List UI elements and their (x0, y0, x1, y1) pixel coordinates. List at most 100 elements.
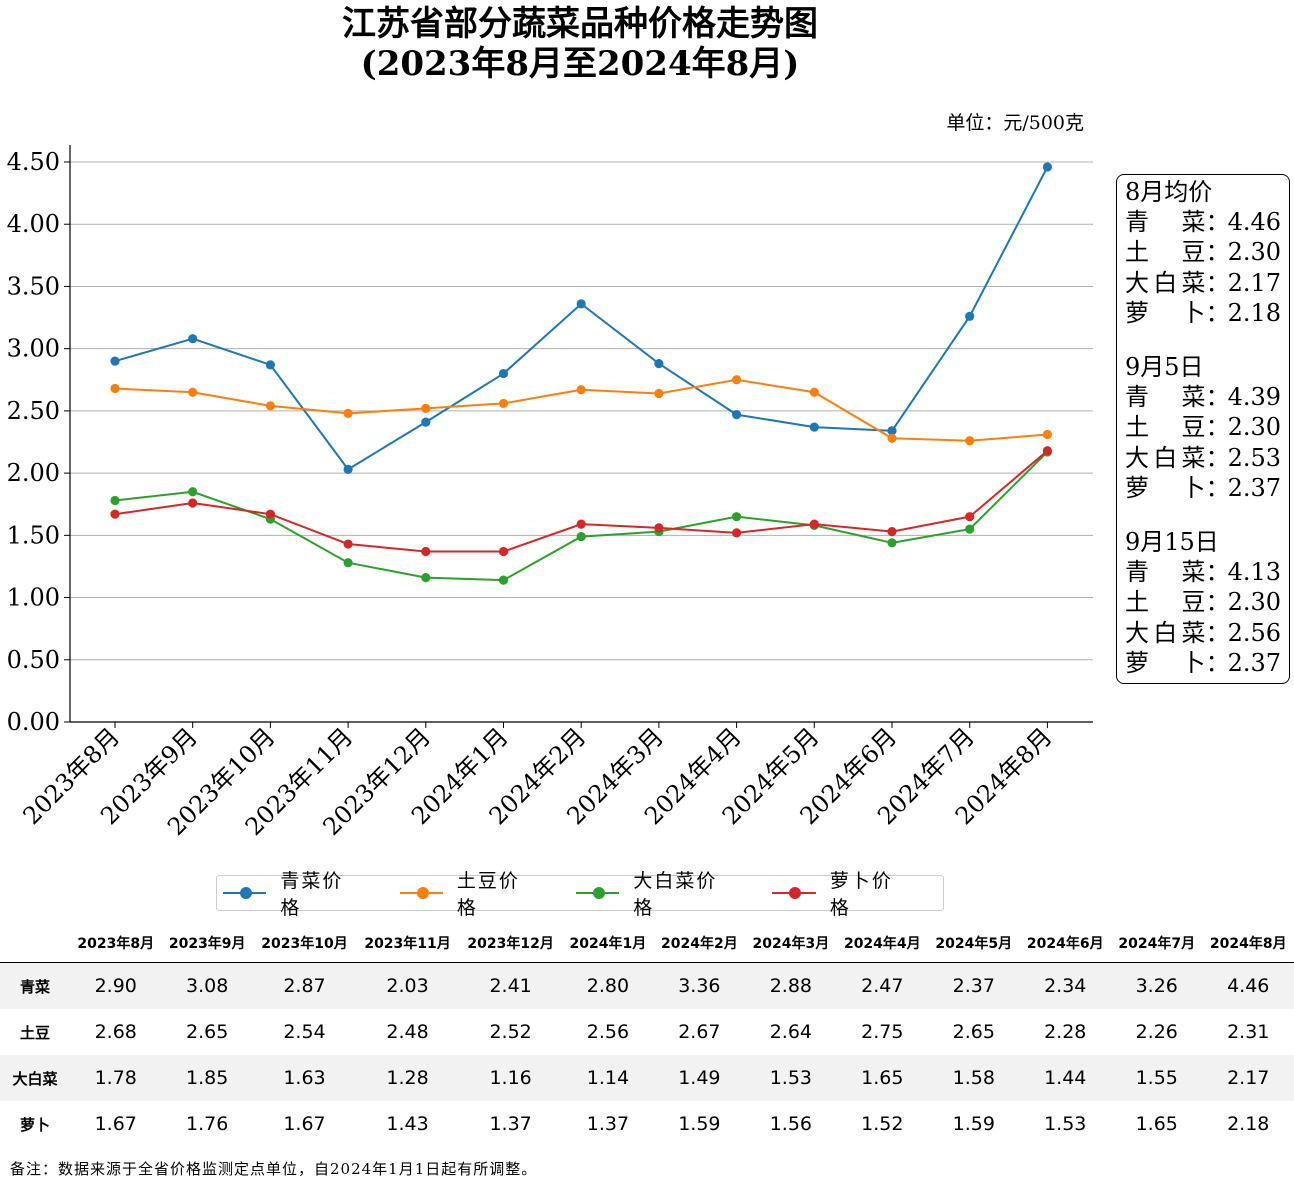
table-cell: 1.63 (252, 1055, 357, 1101)
y-tick-label: 1.00 (7, 584, 60, 612)
data-point (265, 360, 275, 370)
table-cell: 1.65 (836, 1055, 929, 1101)
legend-swatch (576, 883, 620, 903)
data-point (110, 495, 120, 506)
data-point (809, 387, 819, 397)
info-row-value: 2.37 (1227, 473, 1281, 502)
y-tick-label: 2.50 (7, 397, 60, 425)
data-point (732, 375, 742, 385)
table-row: 土豆 2.68 2.65 2.54 2.48 2.52 2.56 2.67 2.64 2.75 2.… (0, 1009, 1294, 1055)
legend-swatch (223, 883, 267, 903)
table-cell: 4.46 (1202, 962, 1294, 1009)
legend-label: 大白菜价格 (633, 870, 718, 919)
info-group-header: 9月15日 (1125, 528, 1219, 557)
data-point (188, 487, 198, 497)
data-point (265, 509, 275, 519)
table-cell: 1.43 (386, 1113, 429, 1135)
y-tick-label: 0.50 (7, 646, 60, 674)
data-point (809, 422, 819, 432)
data-point (188, 498, 198, 508)
data-point (110, 383, 120, 394)
table-cell: 1.53 (1044, 1113, 1087, 1135)
table-cell: 1.59 (952, 1113, 995, 1135)
table-row: 萝卜 1.67 1.76 1.67 1.43 1.37 1.37 1.59 1.56 1.52 1.… (0, 1101, 1294, 1147)
table-column-header: 2023年10月 (252, 924, 357, 963)
info-row-colon: ： (1205, 558, 1230, 587)
table-column-header: 2024年7月 (1110, 924, 1203, 963)
info-row-value: 2.56 (1227, 618, 1281, 647)
series-line-2 (114, 451, 1049, 582)
table-cell: 1.44 (1019, 1055, 1111, 1101)
info-row-colon: ： (1205, 383, 1230, 412)
data-point (1042, 429, 1052, 440)
info-row: 土豆： 2.30 (1125, 237, 1281, 267)
data-point (1042, 446, 1052, 456)
table-cell: 1.16 (459, 1055, 563, 1101)
table-cell: 2.34 (1019, 962, 1111, 1009)
table-cell: 1.56 (769, 1113, 812, 1135)
info-row-colon: ： (1205, 238, 1230, 267)
legend-label: 萝卜价格 (829, 870, 893, 919)
line-chart: 0.00 0.50 1.00 1.50 2.00 2.50 3.00 3.50 4.00 4.50… (7, 145, 1093, 841)
data-point (343, 539, 353, 549)
table-corner-cell (0, 924, 70, 963)
info-row-value: 2.17 (1227, 268, 1281, 297)
info-row-name: 青菜 (1125, 383, 1206, 412)
info-row-colon: ： (1205, 298, 1230, 327)
table-cell: 1.14 (562, 1055, 654, 1101)
table-cell: 1.76 (186, 1113, 229, 1135)
info-row: 大白菜： 2.53 (1125, 443, 1281, 473)
info-group-header: 9月5日 (1125, 353, 1204, 382)
table-row: 青菜 2.90 3.08 2.87 2.03 2.41 2.80 3.36 2.88 2.47 2.… (0, 962, 1294, 1009)
table-cell: 1.55 (1110, 1055, 1203, 1101)
data-point (576, 385, 586, 395)
info-row-name: 萝卜 (1125, 648, 1206, 677)
title-line-1: 江苏省部分蔬菜品种价格走势图 (342, 4, 818, 44)
table-cell: 1.52 (861, 1113, 904, 1135)
info-row-value: 2.30 (1227, 413, 1281, 442)
info-row: 萝卜： 2.37 (1125, 648, 1281, 678)
info-row-value: 2.53 (1227, 443, 1281, 472)
data-point (887, 426, 897, 436)
legend-item: 土豆价格 (399, 866, 537, 920)
data-point (576, 531, 586, 542)
table-cell: 2.41 (459, 962, 563, 1009)
data-point (887, 527, 897, 537)
table-cell: 1.67 (283, 1113, 326, 1135)
table-cell: 2.56 (586, 1021, 630, 1043)
info-row-name: 萝卜 (1125, 298, 1206, 327)
table-column-header: 2023年9月 (161, 924, 253, 963)
y-tick-label: 1.50 (7, 521, 60, 549)
data-point (654, 359, 664, 369)
price-data-table: 2023年8月 2023年9月 2023年10月 2023年11月 2023年12月 20… (0, 924, 1294, 1147)
table-cell: 2.37 (928, 962, 1020, 1009)
data-point (110, 356, 120, 366)
table-cell: 2.48 (386, 1021, 429, 1043)
info-row: 萝卜： 2.18 (1125, 298, 1281, 328)
table-cell: 2.26 (1135, 1021, 1178, 1043)
data-point (188, 334, 198, 344)
y-tick-label: 0.00 (7, 708, 60, 736)
legend-item: 大白菜价格 (576, 866, 732, 920)
table-column-header: 2023年8月 (70, 924, 162, 963)
info-row-value: 2.37 (1227, 648, 1281, 677)
table-cell: 1.67 (94, 1113, 137, 1135)
legend-label: 土豆价格 (456, 870, 520, 919)
data-point (965, 436, 975, 446)
data-point (343, 558, 353, 568)
y-tick-label: 2.00 (7, 459, 60, 487)
table-cell: 2.65 (186, 1021, 229, 1043)
info-row-value: 4.39 (1227, 383, 1281, 412)
table-cell: 2.90 (70, 962, 162, 1009)
y-tick-label: 4.00 (7, 210, 60, 238)
info-row-colon: ： (1205, 413, 1230, 442)
table-cell: 3.26 (1110, 962, 1203, 1009)
table-cell: 2.88 (745, 962, 837, 1009)
y-tick-label: 3.00 (7, 335, 60, 363)
info-row: 青菜： 4.39 (1125, 382, 1281, 412)
info-row-name: 土豆 (1125, 588, 1206, 617)
table-cell: 2.75 (861, 1021, 904, 1043)
table-cell: 2.03 (356, 962, 460, 1009)
data-point (265, 401, 275, 411)
table-cell: 2.17 (1202, 1055, 1294, 1101)
